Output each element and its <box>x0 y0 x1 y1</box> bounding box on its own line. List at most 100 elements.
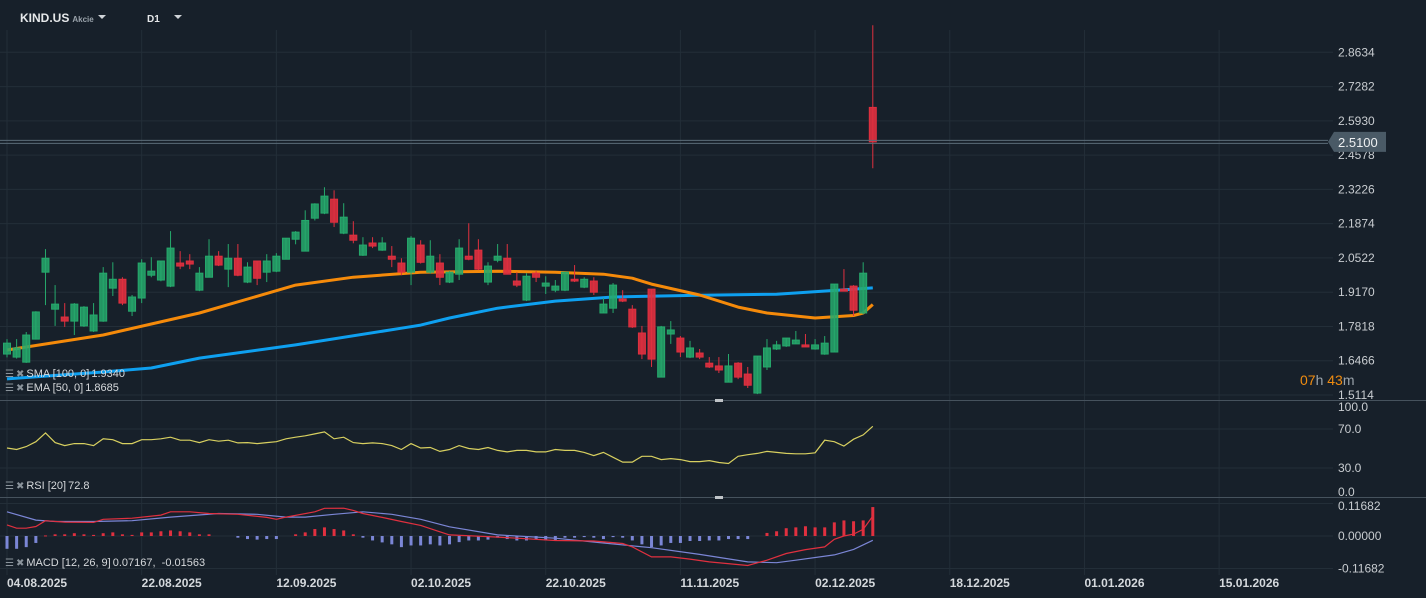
rsi-tick-label: 100.0 <box>1338 400 1368 414</box>
candle-body <box>551 285 560 291</box>
candle <box>560 271 569 292</box>
candle <box>782 337 791 347</box>
macd-histogram-bar <box>409 536 413 546</box>
candle <box>599 298 608 314</box>
candle-body <box>416 244 425 263</box>
candle <box>330 190 339 228</box>
candle <box>3 339 11 358</box>
candle-body <box>474 249 483 270</box>
macd-histogram-bar <box>294 534 298 536</box>
macd-signal-line <box>6 511 874 564</box>
price-tick-label: 2.7282 <box>1338 80 1375 94</box>
candle <box>397 258 406 276</box>
macd-histogram-bar <box>678 536 682 543</box>
macd-histogram-bar <box>197 534 201 536</box>
settings-list-icon[interactable]: ☰ <box>5 557 14 569</box>
candle <box>233 244 242 277</box>
candle-body <box>70 303 79 322</box>
candle-body <box>214 255 223 266</box>
candle <box>503 244 512 275</box>
x-tick-label: 18.12.2025 <box>950 576 1010 590</box>
candle-body <box>493 255 502 261</box>
macd-histogram-bar <box>717 536 721 541</box>
symbol-dropdown-caret-icon[interactable] <box>98 15 106 19</box>
macd-histogram-bar <box>476 536 480 541</box>
candle <box>714 357 723 374</box>
symbol-selector[interactable]: KIND.US Akcie <box>20 11 94 25</box>
candle <box>570 265 579 283</box>
candle-body <box>849 285 858 311</box>
remove-indicator-icon[interactable]: ✖ <box>15 480 25 492</box>
candle-body <box>349 234 358 241</box>
candle <box>657 325 666 378</box>
countdown-m-unit: m <box>1342 372 1355 388</box>
settings-list-icon[interactable]: ☰ <box>5 368 14 380</box>
candle-body <box>637 332 646 355</box>
settings-list-icon[interactable]: ☰ <box>5 382 14 394</box>
macd-histogram-bar <box>101 533 105 536</box>
macd-histogram-bar <box>428 536 432 545</box>
candle-body <box>522 275 531 301</box>
x-tick-label: 22.08.2025 <box>142 576 202 590</box>
candle <box>89 303 98 332</box>
timeframe-selector[interactable]: D1 <box>147 14 160 25</box>
macd-line <box>6 507 874 567</box>
candle-body <box>811 344 820 350</box>
candle <box>301 210 310 252</box>
candle <box>118 277 127 306</box>
candle-body <box>724 365 733 383</box>
countdown-h-unit: h <box>1315 372 1324 388</box>
candle <box>753 355 762 395</box>
candle <box>349 221 358 244</box>
panel-resize-handle[interactable] <box>715 496 723 499</box>
candle-body <box>79 306 88 327</box>
candle <box>214 251 223 267</box>
candle <box>262 254 271 283</box>
macd-histogram-bar <box>650 536 654 548</box>
settings-list-icon[interactable]: ☰ <box>5 480 14 492</box>
legend-macd: ☰ ✖ MACD [12, 26, 9] 0.07167, -0.01563 <box>5 557 205 569</box>
candle-body <box>435 262 444 278</box>
macd-histogram-bar <box>448 536 452 545</box>
candle-body <box>503 257 512 275</box>
candle-body <box>128 296 137 312</box>
remove-indicator-icon[interactable]: ✖ <box>15 557 25 569</box>
candle <box>310 203 319 221</box>
macd-histogram-bar <box>871 507 875 536</box>
candle-body <box>243 266 252 283</box>
macd-histogram-bar <box>601 536 605 540</box>
legend-rsi: ☰ ✖ RSI [20] 72.8 <box>5 480 90 492</box>
candle <box>455 239 464 281</box>
rsi-line <box>6 425 874 465</box>
candle <box>368 237 377 249</box>
macd-histogram-bar <box>255 536 259 540</box>
candle <box>253 260 262 286</box>
macd-histogram-bar <box>130 534 134 536</box>
remove-indicator-icon[interactable]: ✖ <box>15 382 25 394</box>
candle-body <box>156 260 165 281</box>
candle <box>859 262 868 315</box>
macd-histogram-bar <box>342 530 346 536</box>
candle <box>839 269 848 292</box>
candle <box>618 290 627 303</box>
macd-value: 0.07167, -0.01563 <box>112 557 206 569</box>
symbol-name: KIND.US <box>20 11 70 25</box>
macd-histogram-bar <box>659 536 663 546</box>
candle-body <box>108 278 117 289</box>
price-tick-label: 2.0522 <box>1338 251 1375 265</box>
macd-histogram-bar <box>457 536 461 543</box>
candle-body <box>666 329 675 335</box>
candle-body <box>570 278 579 282</box>
candle-body <box>686 347 695 358</box>
timeframe-dropdown-caret-icon[interactable] <box>174 15 182 19</box>
candle-body <box>772 344 781 350</box>
countdown-hours: 07 <box>1300 372 1316 388</box>
remove-indicator-icon[interactable]: ✖ <box>15 368 25 380</box>
candle-body <box>89 314 98 332</box>
candle-body <box>3 342 11 355</box>
panel-resize-handle[interactable] <box>715 399 723 402</box>
macd-histogram-bar <box>861 520 865 536</box>
candle-body <box>705 362 714 368</box>
candle <box>801 334 810 348</box>
